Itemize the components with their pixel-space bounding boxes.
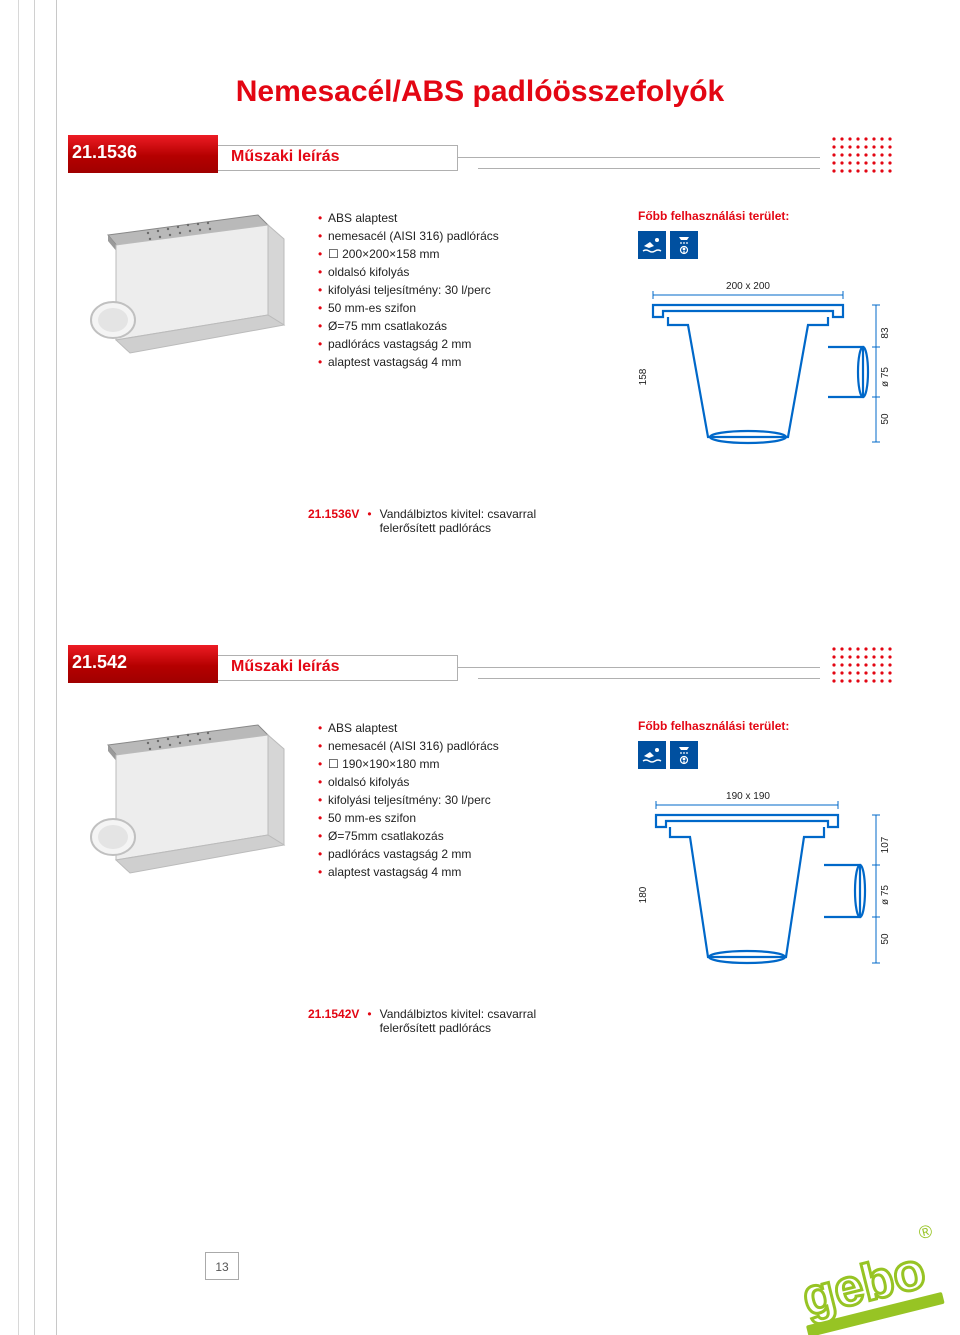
spec-item: ABS alaptest xyxy=(318,209,618,227)
section-21-1536: 21.1536 Műszaki leírás xyxy=(68,135,910,535)
spec-item: nemesacél (AISI 316) padlórács xyxy=(318,227,618,245)
tab-muszaki-leiras: Műszaki leírás xyxy=(208,145,458,171)
cross-section-diagram-icon: 190 x 190 180 107 ø 75 50 xyxy=(638,787,898,997)
spec-item: Ø=75mm csatlakozás xyxy=(318,827,618,845)
section-21-542: 21.542 Műszaki leírás xyxy=(68,645,910,1035)
spec-item: oldalsó kifolyás xyxy=(318,263,618,281)
spec-item: kifolyási teljesítmény: 30 l/perc xyxy=(318,791,618,809)
spec-item: alaptest vastagság 4 mm xyxy=(318,863,618,881)
page-title: Nemesacél/ABS padlóösszefolyók xyxy=(0,0,960,129)
decorative-dot-grid-icon xyxy=(830,645,900,687)
usage-label: Főbb felhasználási terület: xyxy=(638,719,910,733)
svg-text:®: ® xyxy=(917,1221,935,1244)
dim-r3: 50 xyxy=(880,413,891,425)
page-number: 13 xyxy=(205,1252,239,1280)
tab-muszaki-leiras: Műszaki leírás xyxy=(208,655,458,681)
swimmer-icon xyxy=(638,231,666,259)
dim-r1: 107 xyxy=(880,836,891,853)
shower-icon xyxy=(670,741,698,769)
cross-section-diagram-icon: 200 x 200 158 83 xyxy=(638,277,898,477)
spec-item: padlórács vastagság 2 mm xyxy=(318,845,618,863)
spec-item: nemesacél (AISI 316) padlórács xyxy=(318,737,618,755)
decorative-dot-grid-icon xyxy=(830,135,900,177)
section-header: 21.1536 Műszaki leírás xyxy=(68,135,910,177)
spec-list: ABS alaptest nemesacél (AISI 316) padlór… xyxy=(318,195,618,371)
usage-and-diagram: Főbb felhasználási terület: 200 x 200 xyxy=(638,195,910,477)
product-code-tab: 21.542 xyxy=(68,645,218,683)
bullet-icon: • xyxy=(367,1007,371,1035)
gebo-logo-icon: gebo ® xyxy=(780,1205,960,1335)
spec-item: ☐ 190×190×180 mm xyxy=(318,755,618,773)
dim-top: 190 x 190 xyxy=(726,791,770,802)
product-photo-icon xyxy=(78,195,298,375)
spec-item: 50 mm-es szifon xyxy=(318,299,618,317)
dim-left: 180 xyxy=(638,886,649,903)
spec-item: oldalsó kifolyás xyxy=(318,773,618,791)
dim-r3: 50 xyxy=(880,933,891,945)
variant-text: Vandálbiztos kivitel: csavarral felerősí… xyxy=(380,1007,537,1035)
shower-icon xyxy=(670,231,698,259)
dim-left: 158 xyxy=(638,368,649,385)
bullet-icon: • xyxy=(367,507,371,535)
spec-list: ABS alaptest nemesacél (AISI 316) padlór… xyxy=(318,705,618,881)
variant-text: Vandálbiztos kivitel: csavarral felerősí… xyxy=(380,507,537,535)
usage-label: Főbb felhasználási terület: xyxy=(638,209,910,223)
dim-top: 200 x 200 xyxy=(726,281,770,292)
spec-item: Ø=75 mm csatlakozás xyxy=(318,317,618,335)
variant-code: 21.1542V xyxy=(308,1007,359,1035)
spec-item: 50 mm-es szifon xyxy=(318,809,618,827)
section-body: ABS alaptest nemesacél (AISI 316) padlór… xyxy=(68,705,910,987)
section-header: 21.542 Műszaki leírás xyxy=(68,645,910,687)
section-body: ABS alaptest nemesacél (AISI 316) padlór… xyxy=(68,195,910,477)
left-gutter xyxy=(0,0,62,1335)
spec-item: padlórács vastagság 2 mm xyxy=(318,335,618,353)
spec-item: ☐ 200×200×158 mm xyxy=(318,245,618,263)
dim-r2: ø 75 xyxy=(880,885,891,905)
spec-item: alaptest vastagság 4 mm xyxy=(318,353,618,371)
product-photo-icon xyxy=(78,705,298,895)
variant-line: 21.1542V • Vandálbiztos kivitel: csavarr… xyxy=(68,1007,910,1035)
spec-item: kifolyási teljesítmény: 30 l/perc xyxy=(318,281,618,299)
dim-r1: 83 xyxy=(880,327,891,339)
dim-r2: ø 75 xyxy=(880,367,891,387)
spec-item: ABS alaptest xyxy=(318,719,618,737)
swimmer-icon xyxy=(638,741,666,769)
usage-and-diagram: Főbb felhasználási terület: 190 x 190 xyxy=(638,705,910,987)
product-code-tab: 21.1536 xyxy=(68,135,218,173)
variant-line: 21.1536V • Vandálbiztos kivitel: csavarr… xyxy=(68,507,910,535)
variant-code: 21.1536V xyxy=(308,507,359,535)
